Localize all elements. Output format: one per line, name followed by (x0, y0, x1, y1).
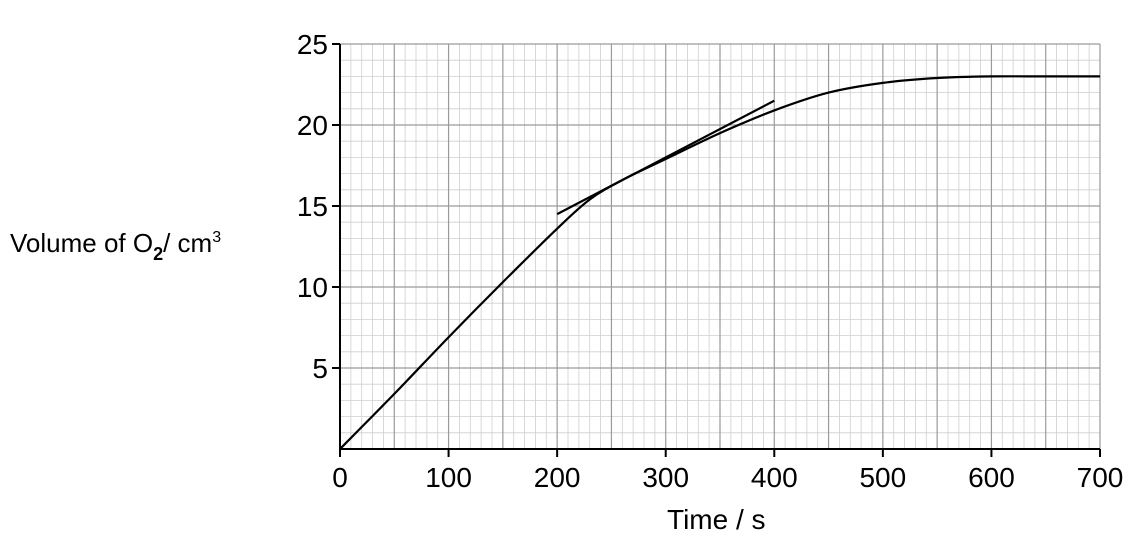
y-tick-label: 20 (297, 110, 328, 141)
x-tick-label: 600 (968, 462, 1015, 493)
y-axis-label: Volume of O2/ cm3 (10, 228, 222, 264)
major-grid (339, 43, 1101, 450)
y-tick-label: 5 (312, 353, 328, 384)
series-group (339, 75, 1100, 450)
tangent-line (556, 99, 775, 216)
y-tick-label: 15 (297, 191, 328, 222)
y-axis-label-main: Volume of O (10, 228, 154, 258)
x-tick-label: 300 (642, 462, 689, 493)
y-axis-label-superscript: 3 (212, 229, 222, 246)
x-axis-label: Time / s (667, 504, 766, 535)
axes (339, 44, 1100, 450)
x-tick-label: 500 (859, 462, 906, 493)
y-tick-label: 25 (297, 29, 328, 60)
ticks: 0 100 200 300 400 500 600 700 5 10 15 20 25 (297, 29, 1124, 493)
x-tick-label: 700 (1077, 462, 1124, 493)
y-tick-label: 10 (297, 272, 328, 303)
y-axis-label-units: / cm (163, 228, 213, 258)
x-tick-label: 100 (425, 462, 472, 493)
y-axis-label-subscript: 2 (153, 244, 164, 264)
x-tick-label: 0 (332, 462, 348, 493)
x-tick-label: 400 (751, 462, 798, 493)
x-tick-label: 200 (534, 462, 581, 493)
series-line (339, 75, 1100, 450)
